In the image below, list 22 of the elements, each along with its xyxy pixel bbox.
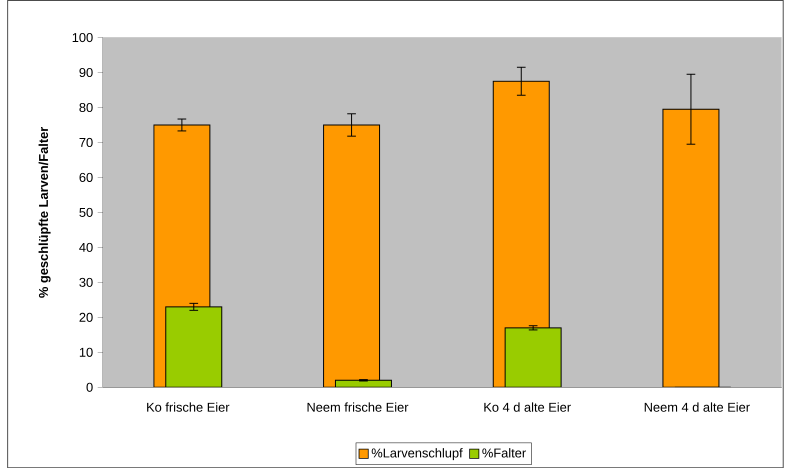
y-tick-label: 50 xyxy=(79,208,93,217)
bar xyxy=(165,306,222,388)
y-tick-label: 60 xyxy=(80,172,93,182)
bar xyxy=(504,327,562,388)
legend-label: %Falter xyxy=(482,448,526,458)
y-tick-label: 0 xyxy=(86,382,93,392)
bar xyxy=(662,108,720,388)
legend-label: %Larvenschlupf xyxy=(372,448,463,460)
x-tick-label: Ko frische Eier xyxy=(147,402,230,412)
y-tick-label: 100 xyxy=(72,32,93,42)
y-tick-label: 20 xyxy=(80,312,93,322)
x-tick-label: Ko 4 d alte Eier xyxy=(484,402,571,412)
y-tick-label: 10 xyxy=(80,348,93,357)
y-tick-label: 30 xyxy=(79,278,93,287)
y-axis-title: % geschlüpfte Larven/Falter xyxy=(38,126,51,298)
x-tick-label: Neem 4 d alte Eier xyxy=(644,402,750,412)
y-tick-label: 90 xyxy=(79,68,93,77)
y-tick-label: 40 xyxy=(79,242,93,252)
y-tick-label: 70 xyxy=(80,138,93,147)
bar xyxy=(323,124,380,388)
x-tick-label: Neem frische Eier xyxy=(308,402,408,412)
y-tick-label: 80 xyxy=(79,102,93,112)
